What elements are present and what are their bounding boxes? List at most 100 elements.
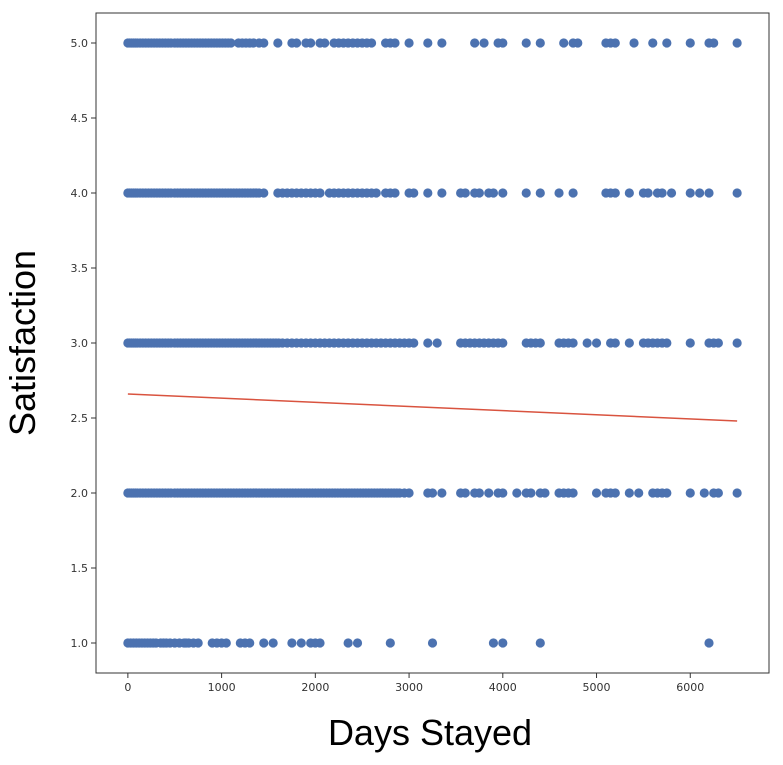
data-point — [695, 188, 705, 198]
data-point — [343, 638, 353, 648]
data-point — [648, 38, 658, 48]
data-point — [371, 188, 381, 198]
data-point — [568, 188, 578, 198]
data-point — [498, 188, 508, 198]
data-point — [366, 38, 377, 48]
data-point — [709, 38, 719, 48]
data-point — [291, 38, 302, 48]
data-point — [193, 638, 203, 648]
data-point — [610, 488, 620, 498]
data-point — [498, 38, 508, 48]
y-tick-label: 3.0 — [71, 337, 89, 350]
data-point — [221, 638, 231, 648]
x-tick-label: 3000 — [395, 681, 423, 694]
data-point — [273, 38, 283, 48]
data-point — [685, 38, 695, 48]
y-tick-label: 1.0 — [71, 637, 89, 650]
data-point — [535, 188, 545, 198]
data-point — [535, 638, 545, 648]
data-point — [662, 338, 672, 348]
data-point — [423, 338, 433, 348]
data-point — [685, 488, 695, 498]
data-point — [568, 338, 578, 348]
data-point — [540, 488, 550, 498]
data-point — [432, 338, 442, 348]
data-point — [624, 338, 634, 348]
data-point — [699, 488, 709, 498]
x-tick-label: 1000 — [208, 681, 236, 694]
data-point — [629, 38, 639, 48]
data-point — [662, 38, 672, 48]
data-point — [732, 338, 742, 348]
data-point — [460, 488, 470, 498]
data-point — [610, 38, 620, 48]
data-point — [404, 488, 414, 498]
x-tick-label: 2000 — [301, 681, 329, 694]
y-tick-label: 3.5 — [71, 262, 89, 275]
data-point — [573, 38, 583, 48]
data-point — [479, 38, 489, 48]
data-point — [423, 38, 433, 48]
y-tick-label: 2.0 — [71, 487, 89, 500]
data-point — [390, 188, 400, 198]
data-point — [268, 638, 278, 648]
x-tick-label: 4000 — [489, 681, 517, 694]
data-point — [488, 638, 499, 648]
y-tick-label: 1.5 — [71, 562, 89, 575]
x-tick-label: 5000 — [583, 681, 611, 694]
data-point — [685, 338, 695, 348]
data-point — [704, 188, 714, 198]
y-axis-ticks: 1.0 1.5 2.0 2.5 3.0 3.5 4.0 4.5 5.0 — [71, 37, 96, 650]
x-axis-title: Days Stayed — [328, 712, 532, 753]
data-point — [315, 638, 325, 648]
x-tick-label: 0 — [124, 681, 131, 694]
data-point — [352, 638, 363, 648]
data-point — [610, 338, 620, 348]
data-point — [624, 188, 634, 198]
data-point — [568, 488, 578, 498]
data-point — [521, 188, 531, 198]
scatter-points — [123, 38, 742, 648]
data-point — [390, 38, 400, 48]
data-point — [666, 188, 677, 198]
data-point — [535, 38, 545, 48]
data-point — [657, 188, 667, 198]
data-point — [409, 338, 419, 348]
data-point — [610, 188, 620, 198]
data-point — [427, 638, 438, 648]
data-point — [409, 188, 419, 198]
data-point — [582, 338, 592, 348]
data-point — [488, 188, 499, 198]
data-point — [559, 38, 569, 48]
x-axis-ticks: 0 1000 2000 3000 4000 5000 6000 — [124, 673, 704, 694]
data-point — [484, 488, 494, 498]
data-point — [306, 38, 316, 48]
data-point — [713, 338, 723, 348]
data-point — [498, 488, 508, 498]
data-point — [634, 488, 644, 498]
data-point — [526, 488, 536, 498]
data-point — [259, 38, 269, 48]
data-point — [427, 488, 438, 498]
data-point — [732, 188, 742, 198]
trend-line — [127, 393, 738, 422]
data-point — [643, 188, 653, 198]
data-point — [685, 188, 695, 198]
data-point — [591, 338, 602, 348]
data-point — [385, 638, 395, 648]
data-point — [320, 38, 330, 48]
data-point — [226, 38, 236, 48]
data-point — [474, 188, 484, 198]
data-point — [732, 488, 742, 498]
data-point — [732, 38, 742, 48]
data-point — [704, 638, 714, 648]
data-point — [474, 488, 484, 498]
data-point — [437, 188, 447, 198]
data-point — [591, 488, 602, 498]
data-point — [259, 638, 269, 648]
y-axis-title: Satisfaction — [2, 250, 43, 436]
x-tick-label: 6000 — [676, 681, 704, 694]
y-tick-label: 5.0 — [71, 37, 89, 50]
data-point — [512, 488, 522, 498]
